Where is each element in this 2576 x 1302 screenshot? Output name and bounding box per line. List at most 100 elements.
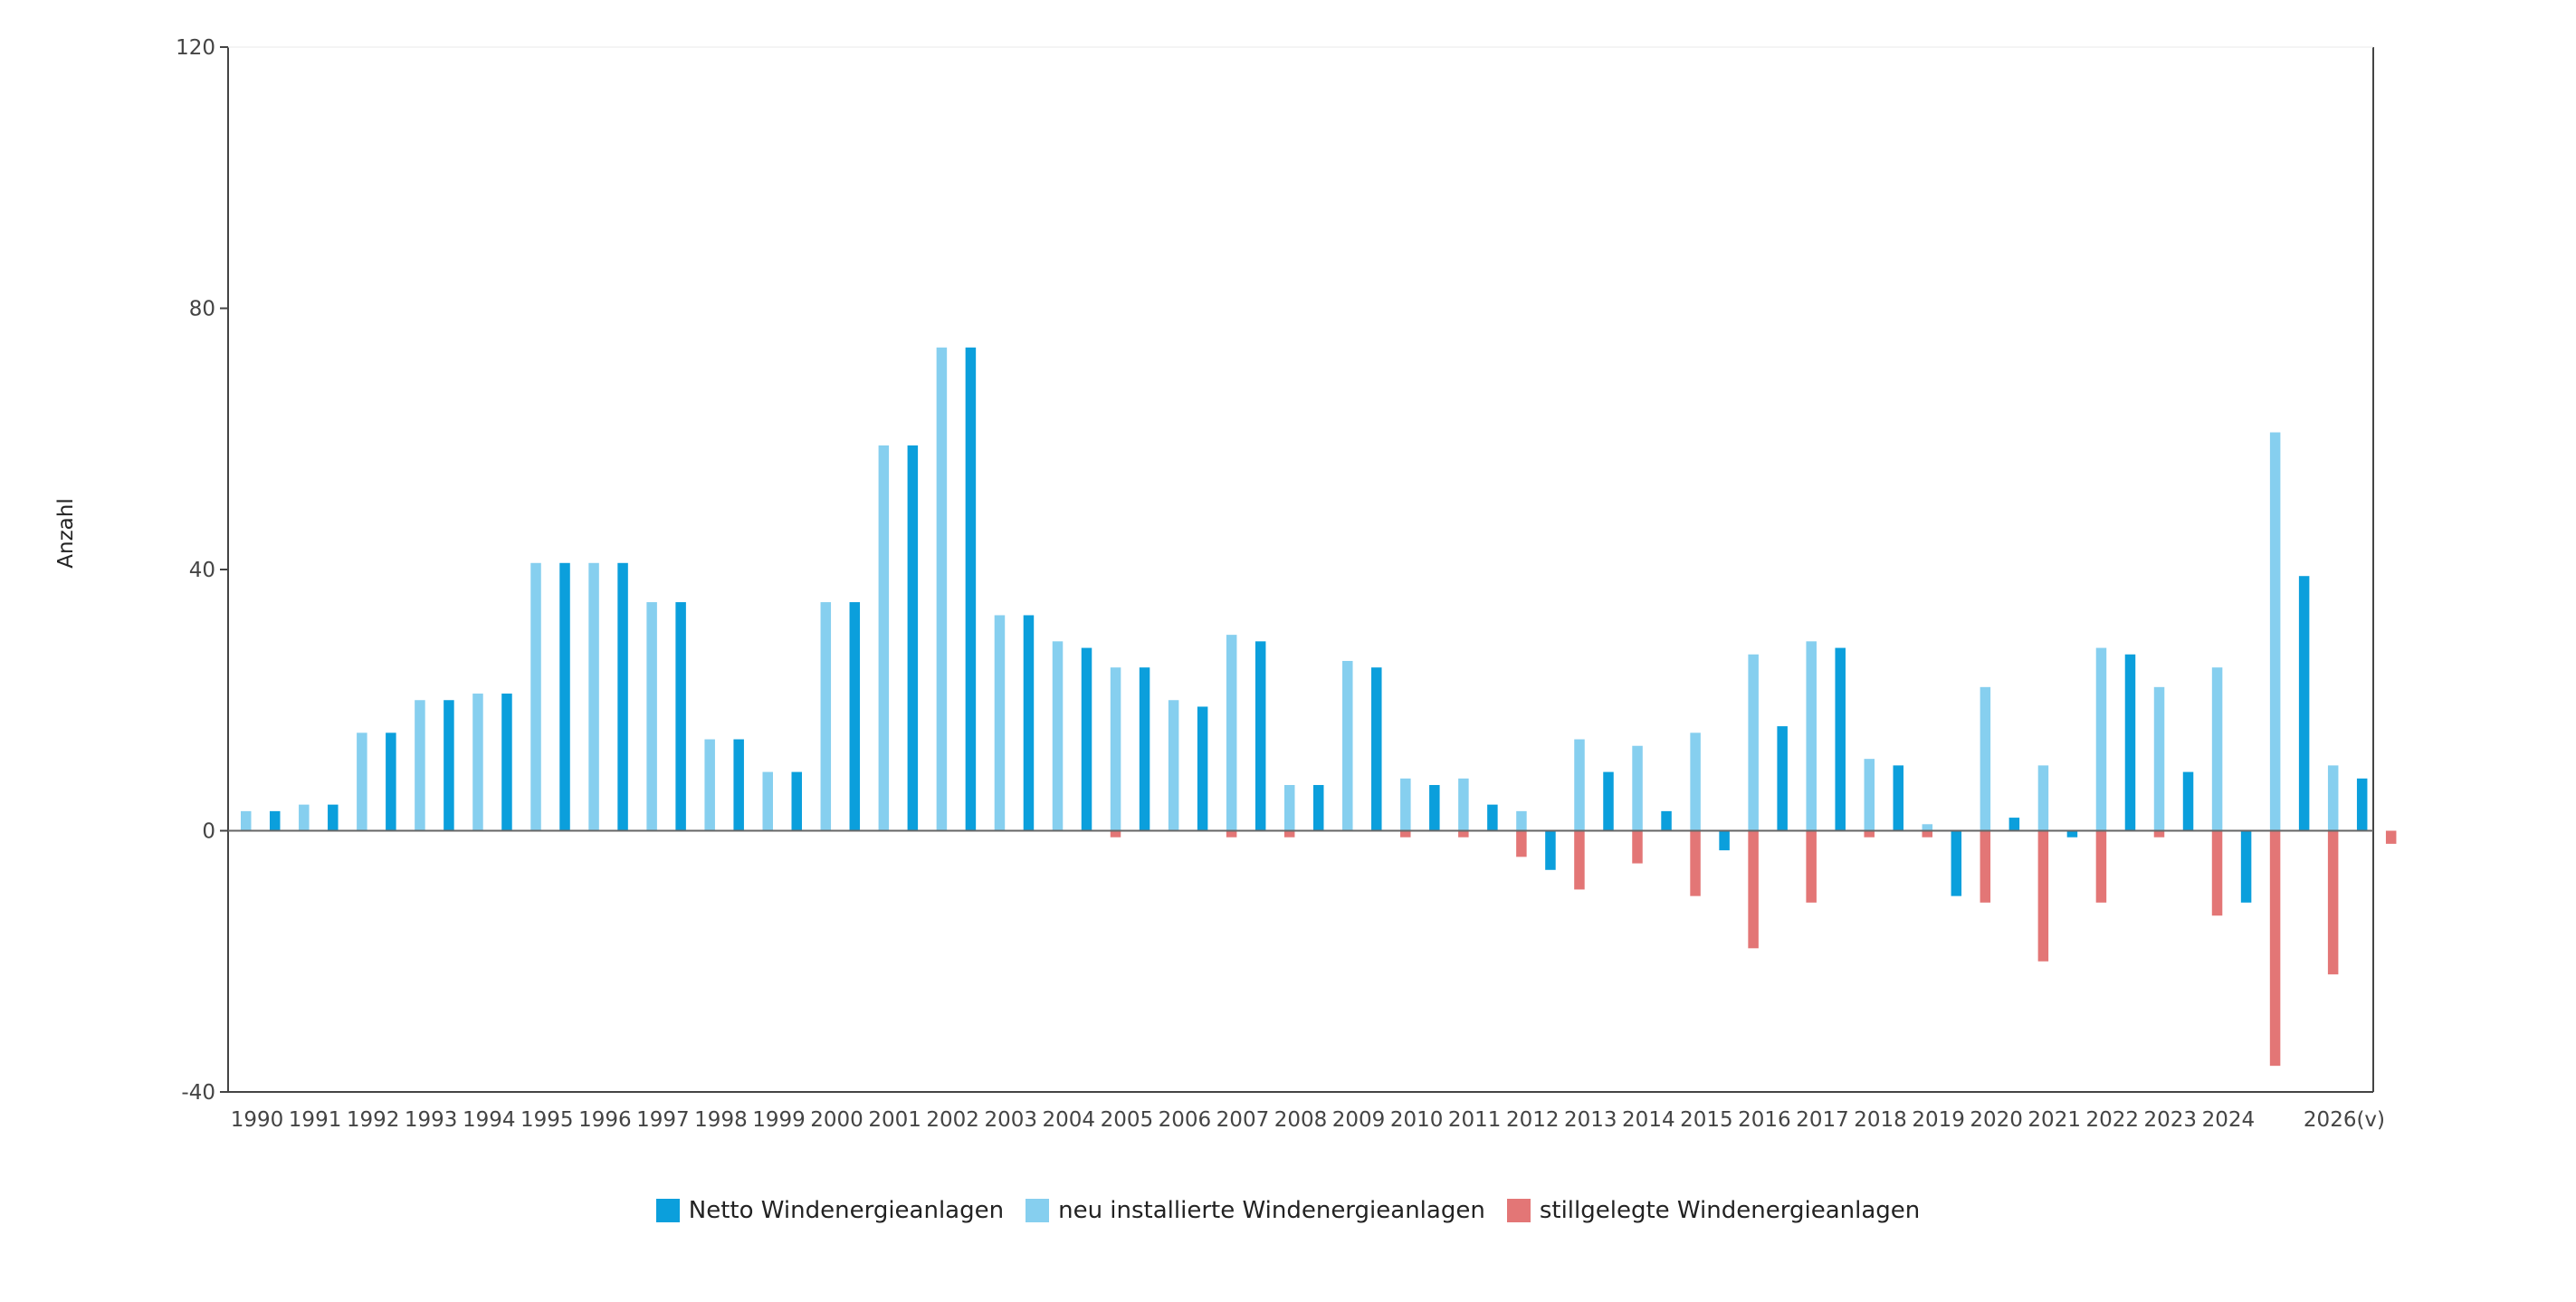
bar-neu [936,347,948,831]
legend-label-stillgelegt: stillgelegte Windenergieanlagen [1539,1197,1921,1224]
x-tick-label: 1995 [520,1108,574,1132]
bar-netto [386,732,396,831]
bar-stillgelegt [1226,830,1237,838]
bar-netto [1429,785,1440,831]
bar-neu [1864,759,1875,831]
bar-neu [2211,667,2223,831]
x-tick-label: 2019 [1912,1108,1965,1132]
bar-netto [270,810,281,831]
bar-stillgelegt [1690,830,1701,896]
x-tick-label: 2023 [2144,1108,2198,1132]
bar-neu [1110,667,1121,831]
bar-neu [1400,778,1411,831]
bar-netto [2240,830,2252,903]
bar-neu [241,810,252,831]
bar-neu [357,732,367,831]
legend-item-stillgelegt[interactable]: stillgelegte Windenergieanlagen [1506,1197,1921,1224]
bar-stillgelegt [2211,830,2223,916]
bar-stillgelegt [2153,830,2165,838]
x-tick-label: 2016 [1738,1108,1791,1132]
bar-netto [1081,647,1092,831]
bar-stillgelegt [1806,830,1817,903]
legend-item-neu[interactable]: neu installierte Windenergieanlagen [1026,1197,1485,1224]
bar-neu [472,694,483,831]
legend-swatch-neu [1026,1199,1050,1222]
bar-neu [878,445,890,831]
x-tick-label: 2024 [2202,1108,2256,1132]
bar-netto [733,739,744,831]
x-tick-label: 2009 [1332,1108,1386,1132]
bar-stillgelegt [1748,830,1759,949]
x-tick-label: 2015 [1680,1108,1733,1132]
bar-neu [2095,647,2107,831]
bar-neu [588,562,599,831]
bar-netto [1371,667,1382,831]
bar-stillgelegt [1980,830,1991,903]
y-tick-label: 80 [189,298,215,321]
bar-neu [1806,641,1817,831]
bar-neu [2327,765,2339,831]
bar-stillgelegt [2327,830,2339,975]
x-tick-label: 2002 [926,1108,979,1132]
bar-netto [1312,785,1324,831]
y-tick-label: 40 [189,559,215,582]
bar-neu [704,739,715,831]
bar-neu [530,562,541,831]
legend-item-netto[interactable]: Netto Windenergieanlagen [655,1197,1004,1224]
bar-stillgelegt [2037,830,2049,962]
bar-netto [2356,778,2368,831]
x-tick-label: 2022 [2085,1108,2139,1132]
y-tick-label: 120 [176,36,215,60]
bar-netto [328,804,339,831]
bar-netto [2182,771,2194,831]
bar-netto [1603,771,1614,831]
bar-netto [965,347,977,831]
bar-neu [1458,778,1469,831]
x-tick-label: 2018 [1854,1108,1907,1132]
bar-neu [762,771,773,831]
x-tick-label: 2011 [1448,1108,1502,1132]
bar-netto [1893,765,1904,831]
bar-netto [501,694,512,831]
x-tick-label: 1997 [636,1108,690,1132]
x-tick-label: 2013 [1564,1108,1617,1132]
y-tick-label: -40 [181,1081,215,1105]
x-tick-label: 2026(v) [2304,1108,2385,1132]
bar-neu [1516,810,1527,831]
y-tick-label: 0 [202,820,215,844]
x-tick-label: 1998 [694,1108,748,1132]
bar-stillgelegt [2269,830,2281,1067]
x-tick-label: 2006 [1159,1108,1212,1132]
bar-neu [646,602,657,831]
bar-stillgelegt [1458,830,1469,838]
bar-netto [1023,615,1035,831]
bar-stillgelegt [1632,830,1643,864]
legend-swatch-stillgelegt [1506,1199,1531,1222]
bar-stillgelegt [1283,830,1295,838]
bar-netto [1139,667,1150,831]
y-axis-title: Anzahl [54,498,78,568]
bar-neu [2037,765,2049,831]
bar-neu [1632,745,1643,831]
bar-netto [1661,810,1672,831]
x-tick-label: 1991 [289,1108,342,1132]
bar-netto [2066,830,2078,838]
bar-netto [1951,830,1962,896]
bar-stillgelegt [2095,830,2107,903]
bar-neu [820,602,832,831]
bar-stillgelegt [1516,830,1527,857]
bar-netto [444,700,454,831]
bar-netto [617,562,628,831]
x-tick-label: 1993 [405,1108,458,1132]
x-tick-label: 2005 [1101,1108,1154,1132]
x-tick-label: 1999 [752,1108,806,1132]
bar-netto [1197,706,1208,831]
x-tick-label: 2003 [984,1108,1037,1132]
bar-stillgelegt [2385,830,2397,844]
bar-stillgelegt [1110,830,1121,838]
bar-netto [849,602,861,831]
bar-neu [2269,432,2281,831]
bar-stillgelegt [1574,830,1585,890]
legend-swatch-netto [655,1199,680,1222]
